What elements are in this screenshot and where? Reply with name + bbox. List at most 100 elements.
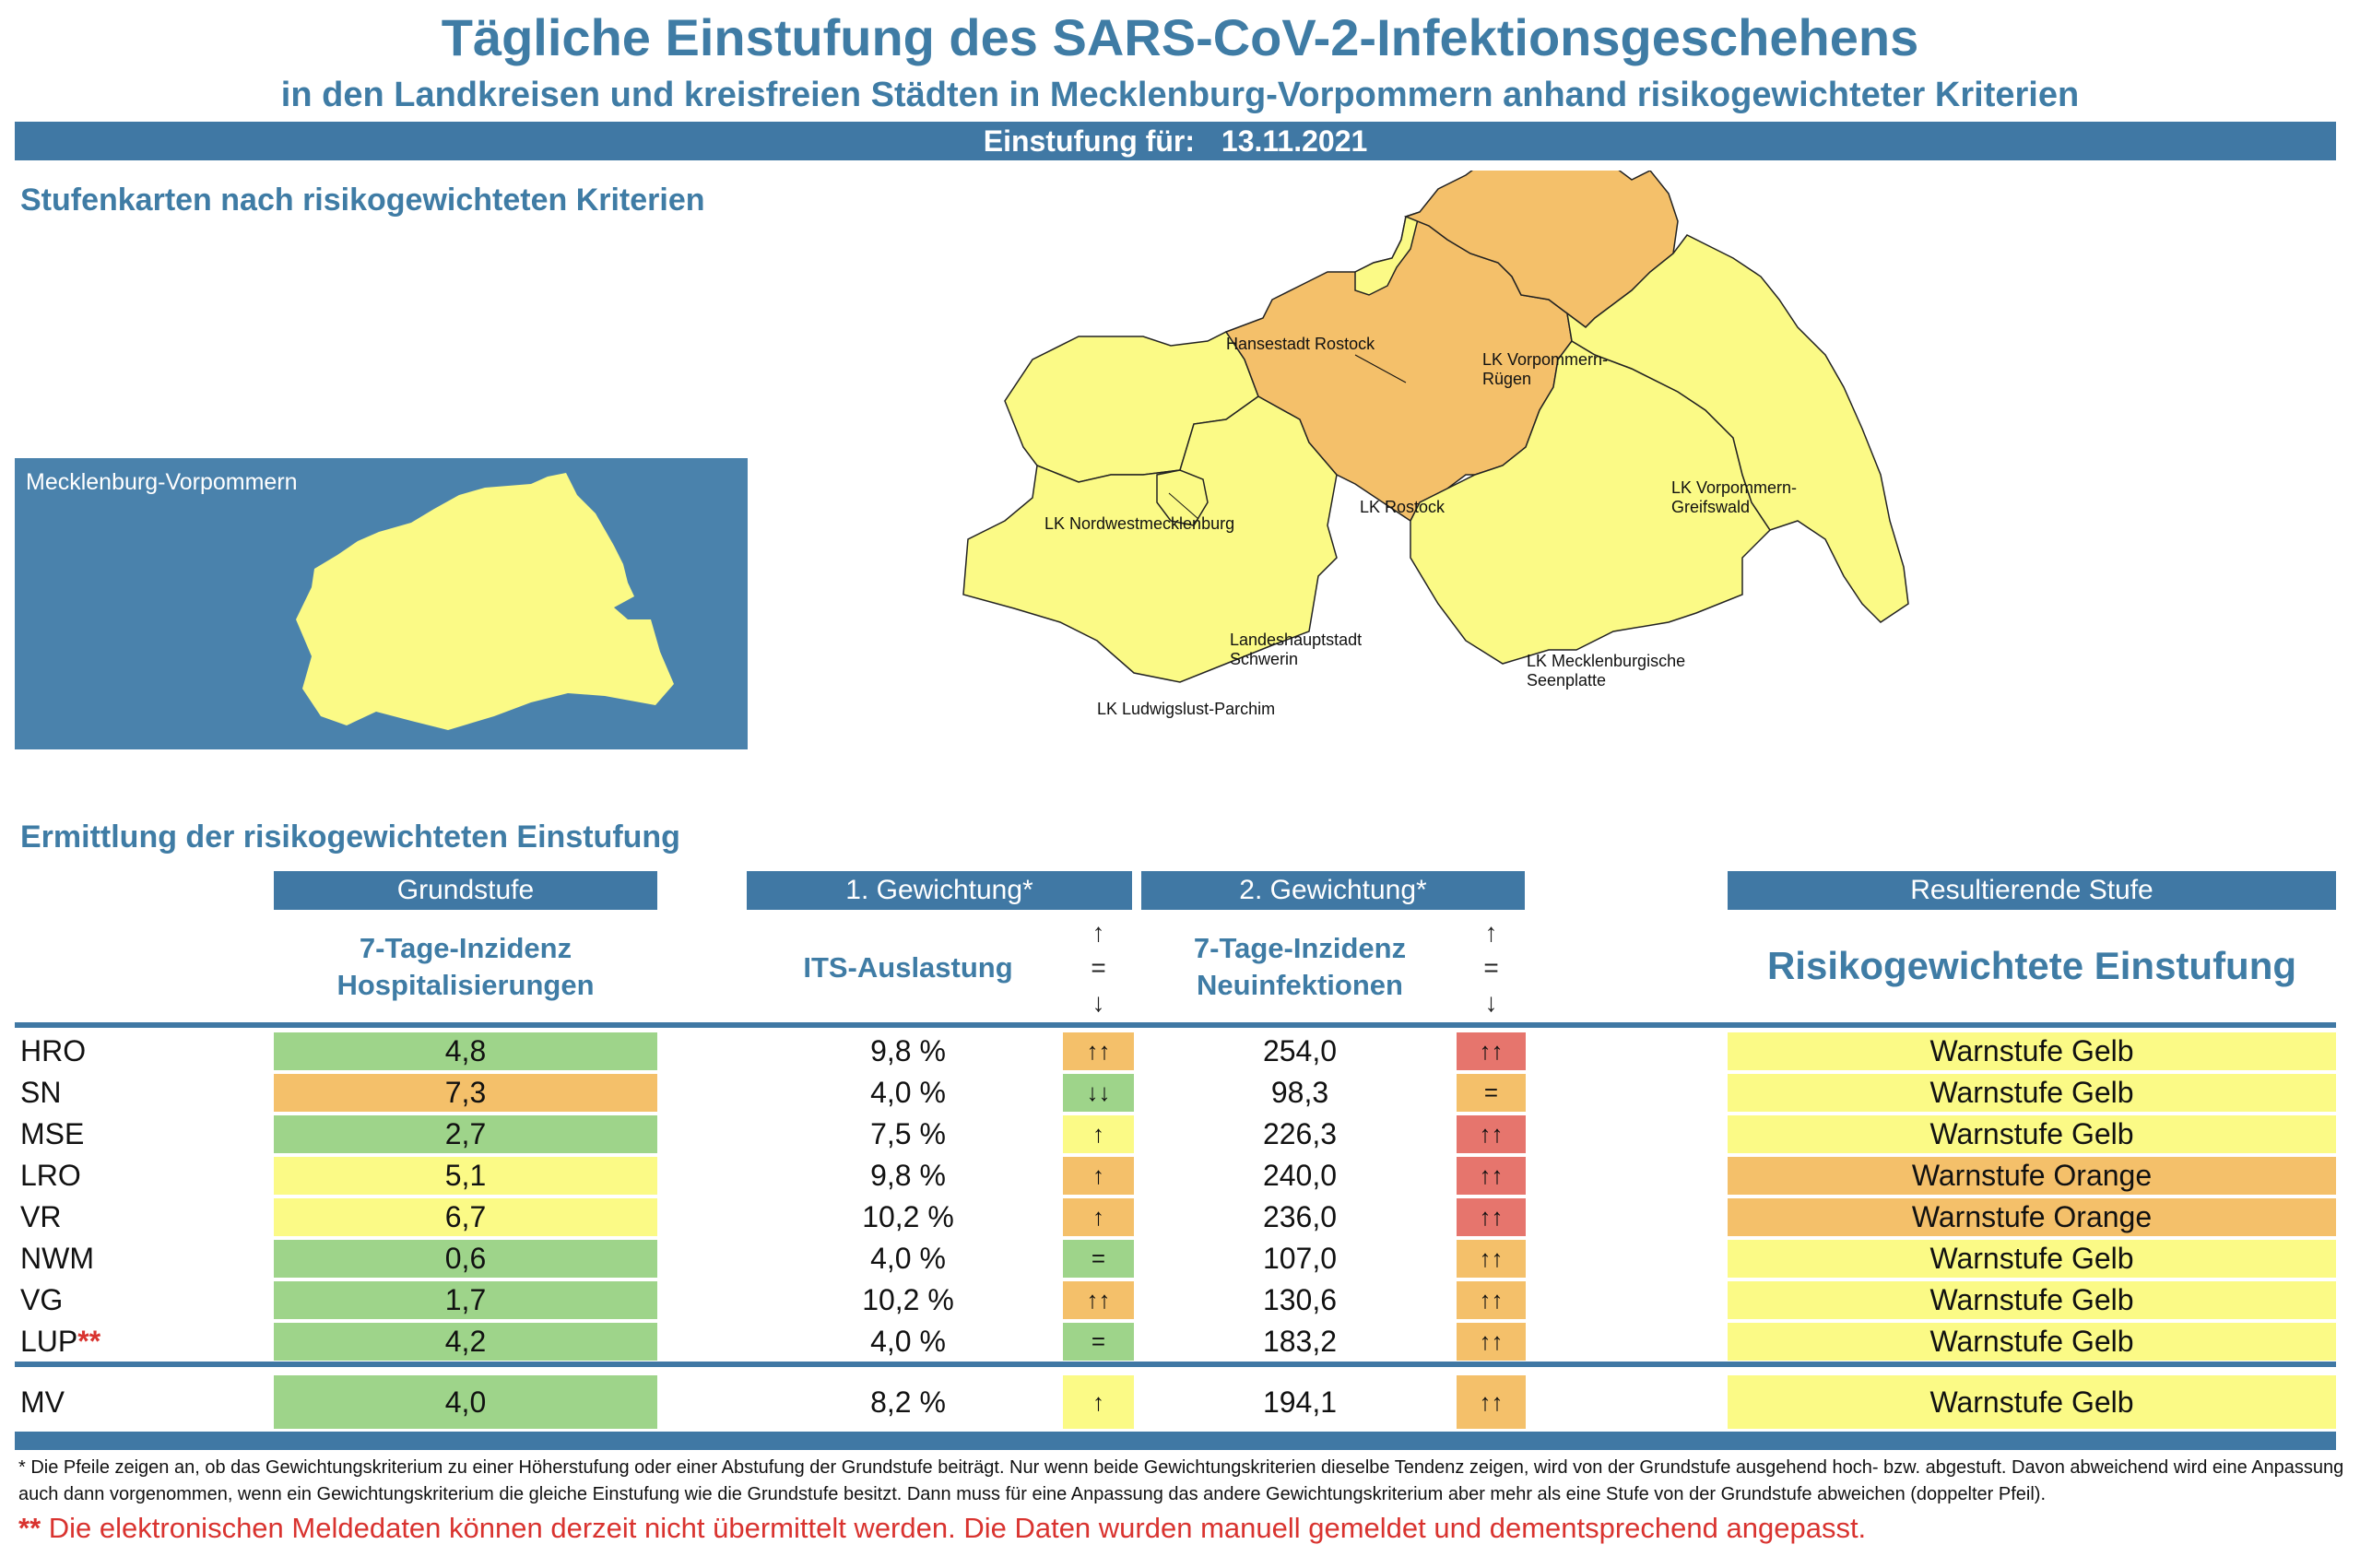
row-inzidenz: 183,2: [1262, 1325, 1338, 1358]
subheader-result: Risikogewichtete Einstufung: [1766, 944, 2297, 987]
label-nwm: LK Nordwestmecklenburg: [1044, 514, 1235, 533]
row-arrow-1: ↑: [1063, 1115, 1134, 1153]
row-name: HRO: [20, 1032, 251, 1070]
subheader-inzidenz: 7-Tage-Inzidenz Neuinfektionen: [1143, 930, 1457, 1004]
subheader-grundstufe-line1: 7-Tage-Inzidenz: [359, 932, 572, 964]
overview-map-state: [296, 473, 674, 730]
row-total-name: MV: [20, 1385, 65, 1419]
region-sn: [1156, 469, 1209, 526]
table-row: LUP** 4,2 4,0 % = 183,2 ↑↑ Warnstufe Gelb: [0, 1323, 2360, 1362]
row-total-arrow-2: ↑↑: [1457, 1375, 1526, 1429]
row-its: 10,2 %: [862, 1200, 954, 1233]
row-arrow-2: ↑↑: [1457, 1240, 1526, 1278]
row-inzidenz: 240,0: [1262, 1159, 1338, 1192]
row-its: 4,0 %: [870, 1325, 946, 1358]
row-name-text: LUP: [20, 1325, 78, 1358]
row-grundstufe: 7,3: [274, 1074, 657, 1112]
table-top-rule: [15, 1022, 2336, 1028]
subheader-inzidenz-line2: Neuinfektionen: [1197, 969, 1403, 1001]
label-mse: LK Mecklenburgische Seenplatte: [1527, 652, 1685, 690]
row-inzidenz: 107,0: [1262, 1242, 1338, 1275]
region-vg: [1565, 234, 1909, 623]
row-grundstufe: 4,2: [274, 1323, 657, 1361]
table-row: VR 6,7 10,2 % ↑ 236,0 ↑↑ Warnstufe Orange: [0, 1198, 2360, 1238]
row-total-its: 8,2 %: [870, 1385, 946, 1419]
row-total-grundstufe: 4,0: [274, 1375, 657, 1429]
footnote-arrows: * Die Pfeile zeigen an, ob das Gewichtun…: [18, 1457, 2344, 1504]
table-row: LRO 5,1 9,8 % ↑ 240,0 ↑↑ Warnstufe Orange: [0, 1157, 2360, 1197]
row-name-marker: **: [77, 1325, 101, 1358]
table-mid-rule: [15, 1362, 2336, 1367]
row-inzidenz: 254,0: [1262, 1034, 1338, 1067]
label-vg: LK Vorpommern- Greifswald: [1671, 478, 1797, 517]
table-row: SN 7,3 4,0 % ↓↓ 98,3 = Warnstufe Gelb: [0, 1074, 2360, 1114]
arrow-legend-1-eq: =: [1091, 953, 1106, 982]
row-grundstufe: 4,8: [274, 1032, 657, 1070]
table-section-title: Ermittlung der risikogewichteten Einstuf…: [20, 819, 680, 855]
leader-line-schwerin: [1168, 492, 1199, 520]
footnote-warning-marker: **: [18, 1512, 41, 1544]
row-arrow-1: ↑: [1063, 1198, 1134, 1236]
row-name-text: LRO: [20, 1159, 81, 1192]
row-arrow-2: ↑↑: [1457, 1198, 1526, 1236]
row-grundstufe: 6,7: [274, 1198, 657, 1236]
page-subtitle: in den Landkreisen und kreisfreien Städt…: [280, 76, 2080, 114]
leader-line-rostock: [1354, 354, 1407, 383]
row-arrow-1: ↑↑: [1063, 1032, 1134, 1070]
arrow-legend-2: ↑ = ↓: [1457, 915, 1526, 1020]
row-arrow-2: =: [1457, 1074, 1526, 1112]
row-name: LRO: [20, 1157, 251, 1195]
row-grundstufe: 1,7: [274, 1281, 657, 1319]
row-name-text: VG: [20, 1283, 64, 1316]
label-vr-line2: Rügen: [1482, 370, 1532, 388]
row-its: 7,5 %: [870, 1117, 946, 1150]
subheader-inzidenz-line1: 7-Tage-Inzidenz: [1193, 932, 1407, 964]
table-row: HRO 4,8 9,8 % ↑↑ 254,0 ↑↑ Warnstufe Gelb: [0, 1032, 2360, 1072]
label-sn-line1: Landeshauptstadt: [1230, 631, 1363, 649]
row-grundstufe: 5,1: [274, 1157, 657, 1195]
row-inzidenz: 130,6: [1262, 1283, 1338, 1316]
label-hro: Hansestadt Rostock: [1226, 335, 1375, 353]
arrow-legend-1-up: ↑: [1092, 918, 1105, 947]
row-name: NWM: [20, 1240, 251, 1278]
overview-map-shape: [296, 473, 674, 730]
table-row: MSE 2,7 7,5 % ↑ 226,3 ↑↑ Warnstufe Gelb: [0, 1115, 2360, 1155]
label-sn-line2: Schwerin: [1230, 650, 1299, 668]
arrow-legend-2-up: ↑: [1484, 918, 1498, 947]
row-name-text: HRO: [20, 1034, 87, 1067]
subheader-grundstufe-line2: Hospitalisierungen: [336, 969, 595, 1001]
overview-map: Mecklenburg-Vorpommern: [15, 458, 748, 749]
row-name-text: NWM: [20, 1242, 94, 1275]
row-arrow-1: =: [1063, 1240, 1134, 1278]
region-lup: [962, 395, 1338, 683]
row-result: Warnstufe Gelb: [1728, 1281, 2336, 1319]
label-lro: LK Rostock: [1360, 498, 1446, 516]
region-vr: [1403, 171, 1679, 328]
row-inzidenz: 226,3: [1262, 1117, 1338, 1150]
row-name: LUP**: [20, 1323, 251, 1361]
arrow-legend-2-eq: =: [1483, 953, 1499, 982]
row-arrow-1: ↑: [1063, 1157, 1134, 1195]
subheader-its: ITS-Auslastung: [803, 951, 1013, 984]
row-name: VR: [20, 1198, 251, 1236]
date-label: Einstufung für:: [983, 124, 1195, 158]
row-grundstufe: 0,6: [274, 1240, 657, 1278]
row-its: 9,8 %: [870, 1034, 946, 1067]
footnote-warning-text: Die elektronischen Meldedaten können der…: [48, 1512, 1867, 1544]
table-bottom-rule: [15, 1432, 2336, 1450]
row-arrow-2: ↑↑: [1457, 1157, 1526, 1195]
row-inzidenz: 98,3: [1270, 1076, 1329, 1109]
row-arrow-2: ↑↑: [1457, 1281, 1526, 1319]
page-title: Tägliche Einstufung des SARS-CoV-2-Infek…: [441, 8, 1919, 66]
row-total-result: Warnstufe Gelb: [1728, 1375, 2336, 1429]
row-arrow-1: ↓↓: [1063, 1074, 1134, 1112]
table-row: VG 1,7 10,2 % ↑↑ 130,6 ↑↑ Warnstufe Gelb: [0, 1281, 2360, 1321]
row-arrow-2: ↑↑: [1457, 1115, 1526, 1153]
label-vr-line1: LK Vorpommern-: [1482, 350, 1609, 369]
label-vg-line1: LK Vorpommern-: [1671, 478, 1798, 497]
subheader-grundstufe: 7-Tage-Inzidenz Hospitalisierungen: [274, 930, 657, 1004]
row-result: Warnstufe Orange: [1728, 1157, 2336, 1195]
label-mse-line1: LK Mecklenburgische: [1527, 652, 1686, 670]
row-its: 10,2 %: [862, 1283, 954, 1316]
date-value: 13.11.2021: [1221, 124, 1368, 158]
